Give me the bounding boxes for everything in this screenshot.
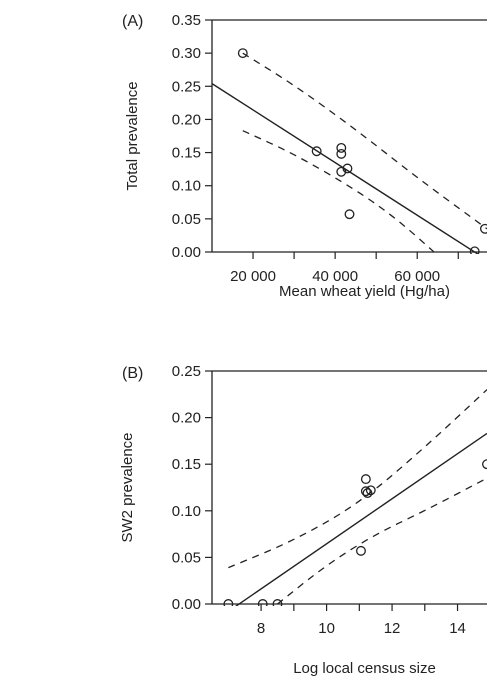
y-tick-label: 0.00	[172, 596, 201, 613]
x-tick-label: 60 000	[394, 268, 440, 285]
data-point	[482, 459, 487, 470]
y-tick-label: 0.20	[172, 410, 201, 427]
data-point	[356, 545, 366, 556]
y-tick-label: 0.05	[172, 549, 201, 566]
data-point	[360, 474, 371, 485]
plot-area	[223, 389, 487, 606]
data-point	[257, 599, 268, 606]
plot-area	[212, 48, 487, 254]
x-tick-label: 12	[384, 620, 401, 637]
y-tick-label: 0.10	[172, 178, 201, 195]
data-point	[336, 166, 347, 177]
panel-b: 0.00 0.05 0.10 0.15 0.20 0.25 8 10 12 14 (B) Log lo…	[119, 363, 487, 677]
data-point	[311, 146, 322, 157]
y-tick-label: 0.30	[172, 45, 201, 62]
x-tick-label: 20 000	[230, 268, 276, 285]
y-tick-label: 0.35	[172, 12, 201, 29]
data-point	[342, 163, 353, 174]
data-point	[237, 48, 248, 59]
fit-line	[234, 432, 487, 606]
panel-a: 0.00 0.05 0.10 0.15 0.20 0.25 0.30 0.35 20 000 40…	[122, 12, 487, 300]
panel-label: (A)	[122, 13, 143, 30]
x-axis-title: Log local census size	[293, 660, 436, 677]
ci-lower-band	[242, 130, 438, 254]
ci-upper-band	[228, 389, 487, 569]
y-axis-title: SW2 prevalence	[119, 432, 136, 542]
x-tick-label: 10	[318, 620, 335, 637]
x-tick-label: 40 000	[312, 268, 358, 285]
y-tick-label: 0.10	[172, 503, 201, 520]
y-tick-label: 0.15	[172, 145, 201, 162]
data-point	[479, 223, 487, 234]
y-tick-label: 0.25	[172, 363, 201, 380]
data-point	[336, 142, 347, 153]
data-point	[272, 599, 283, 606]
data-point	[365, 485, 376, 496]
ci-upper-band	[242, 52, 487, 230]
data-point	[469, 246, 480, 254]
y-tick-label: 0.15	[172, 456, 201, 473]
data-point	[362, 488, 373, 499]
y-tick-label: 0.25	[172, 78, 201, 95]
data-point	[360, 486, 371, 497]
data-point	[223, 599, 234, 606]
x-axis-title: Mean wheat yield (Hg/ha)	[279, 283, 450, 300]
y-tick-label: 0.20	[172, 111, 201, 128]
data-point	[344, 209, 355, 220]
panel-label: (B)	[122, 365, 143, 382]
data-point	[336, 148, 347, 159]
y-tick-label: 0.05	[172, 211, 201, 228]
x-tick-label: 8	[257, 620, 265, 637]
x-tick-label: 14	[449, 620, 466, 637]
ci-lower-band	[277, 477, 487, 605]
y-axis-title: Total prevalence	[124, 81, 141, 190]
y-tick-label: 0.00	[172, 244, 201, 261]
